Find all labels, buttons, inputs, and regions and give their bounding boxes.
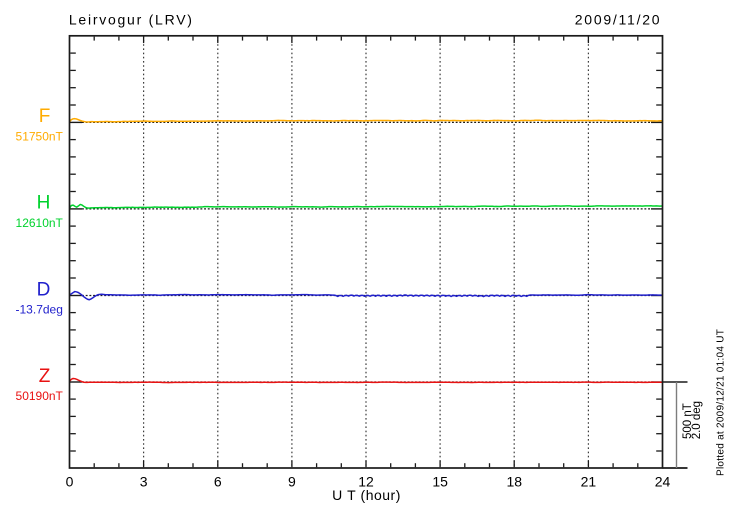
svg-text:50190nT: 50190nT [16, 389, 64, 403]
svg-text:F: F [39, 106, 51, 127]
svg-text:-13.7deg: -13.7deg [16, 303, 63, 317]
svg-text:12: 12 [358, 474, 374, 490]
svg-text:21: 21 [581, 474, 597, 490]
svg-text:15: 15 [432, 474, 448, 490]
svg-text:6: 6 [214, 474, 222, 490]
svg-text:2009/11/20: 2009/11/20 [575, 12, 662, 28]
svg-text:D: D [37, 279, 51, 300]
svg-text:12610nT: 12610nT [16, 216, 64, 230]
svg-text:500 nT: 500 nT [682, 403, 694, 439]
svg-text:24: 24 [655, 474, 671, 490]
svg-text:0: 0 [66, 474, 74, 490]
svg-text:U T (hour): U T (hour) [332, 487, 401, 503]
svg-text:Z: Z [39, 366, 51, 387]
svg-text:3: 3 [140, 474, 148, 490]
svg-text:Plotted at 2009/12/21 01:04 UT: Plotted at 2009/12/21 01:04 UT [716, 329, 727, 476]
svg-text:51750nT: 51750nT [16, 129, 64, 143]
svg-text:18: 18 [506, 474, 522, 490]
svg-text:2.0 deg: 2.0 deg [691, 401, 703, 439]
svg-text:9: 9 [288, 474, 296, 490]
svg-text:H: H [37, 193, 51, 214]
svg-text:Leirvogur (LRV): Leirvogur (LRV) [69, 12, 194, 28]
